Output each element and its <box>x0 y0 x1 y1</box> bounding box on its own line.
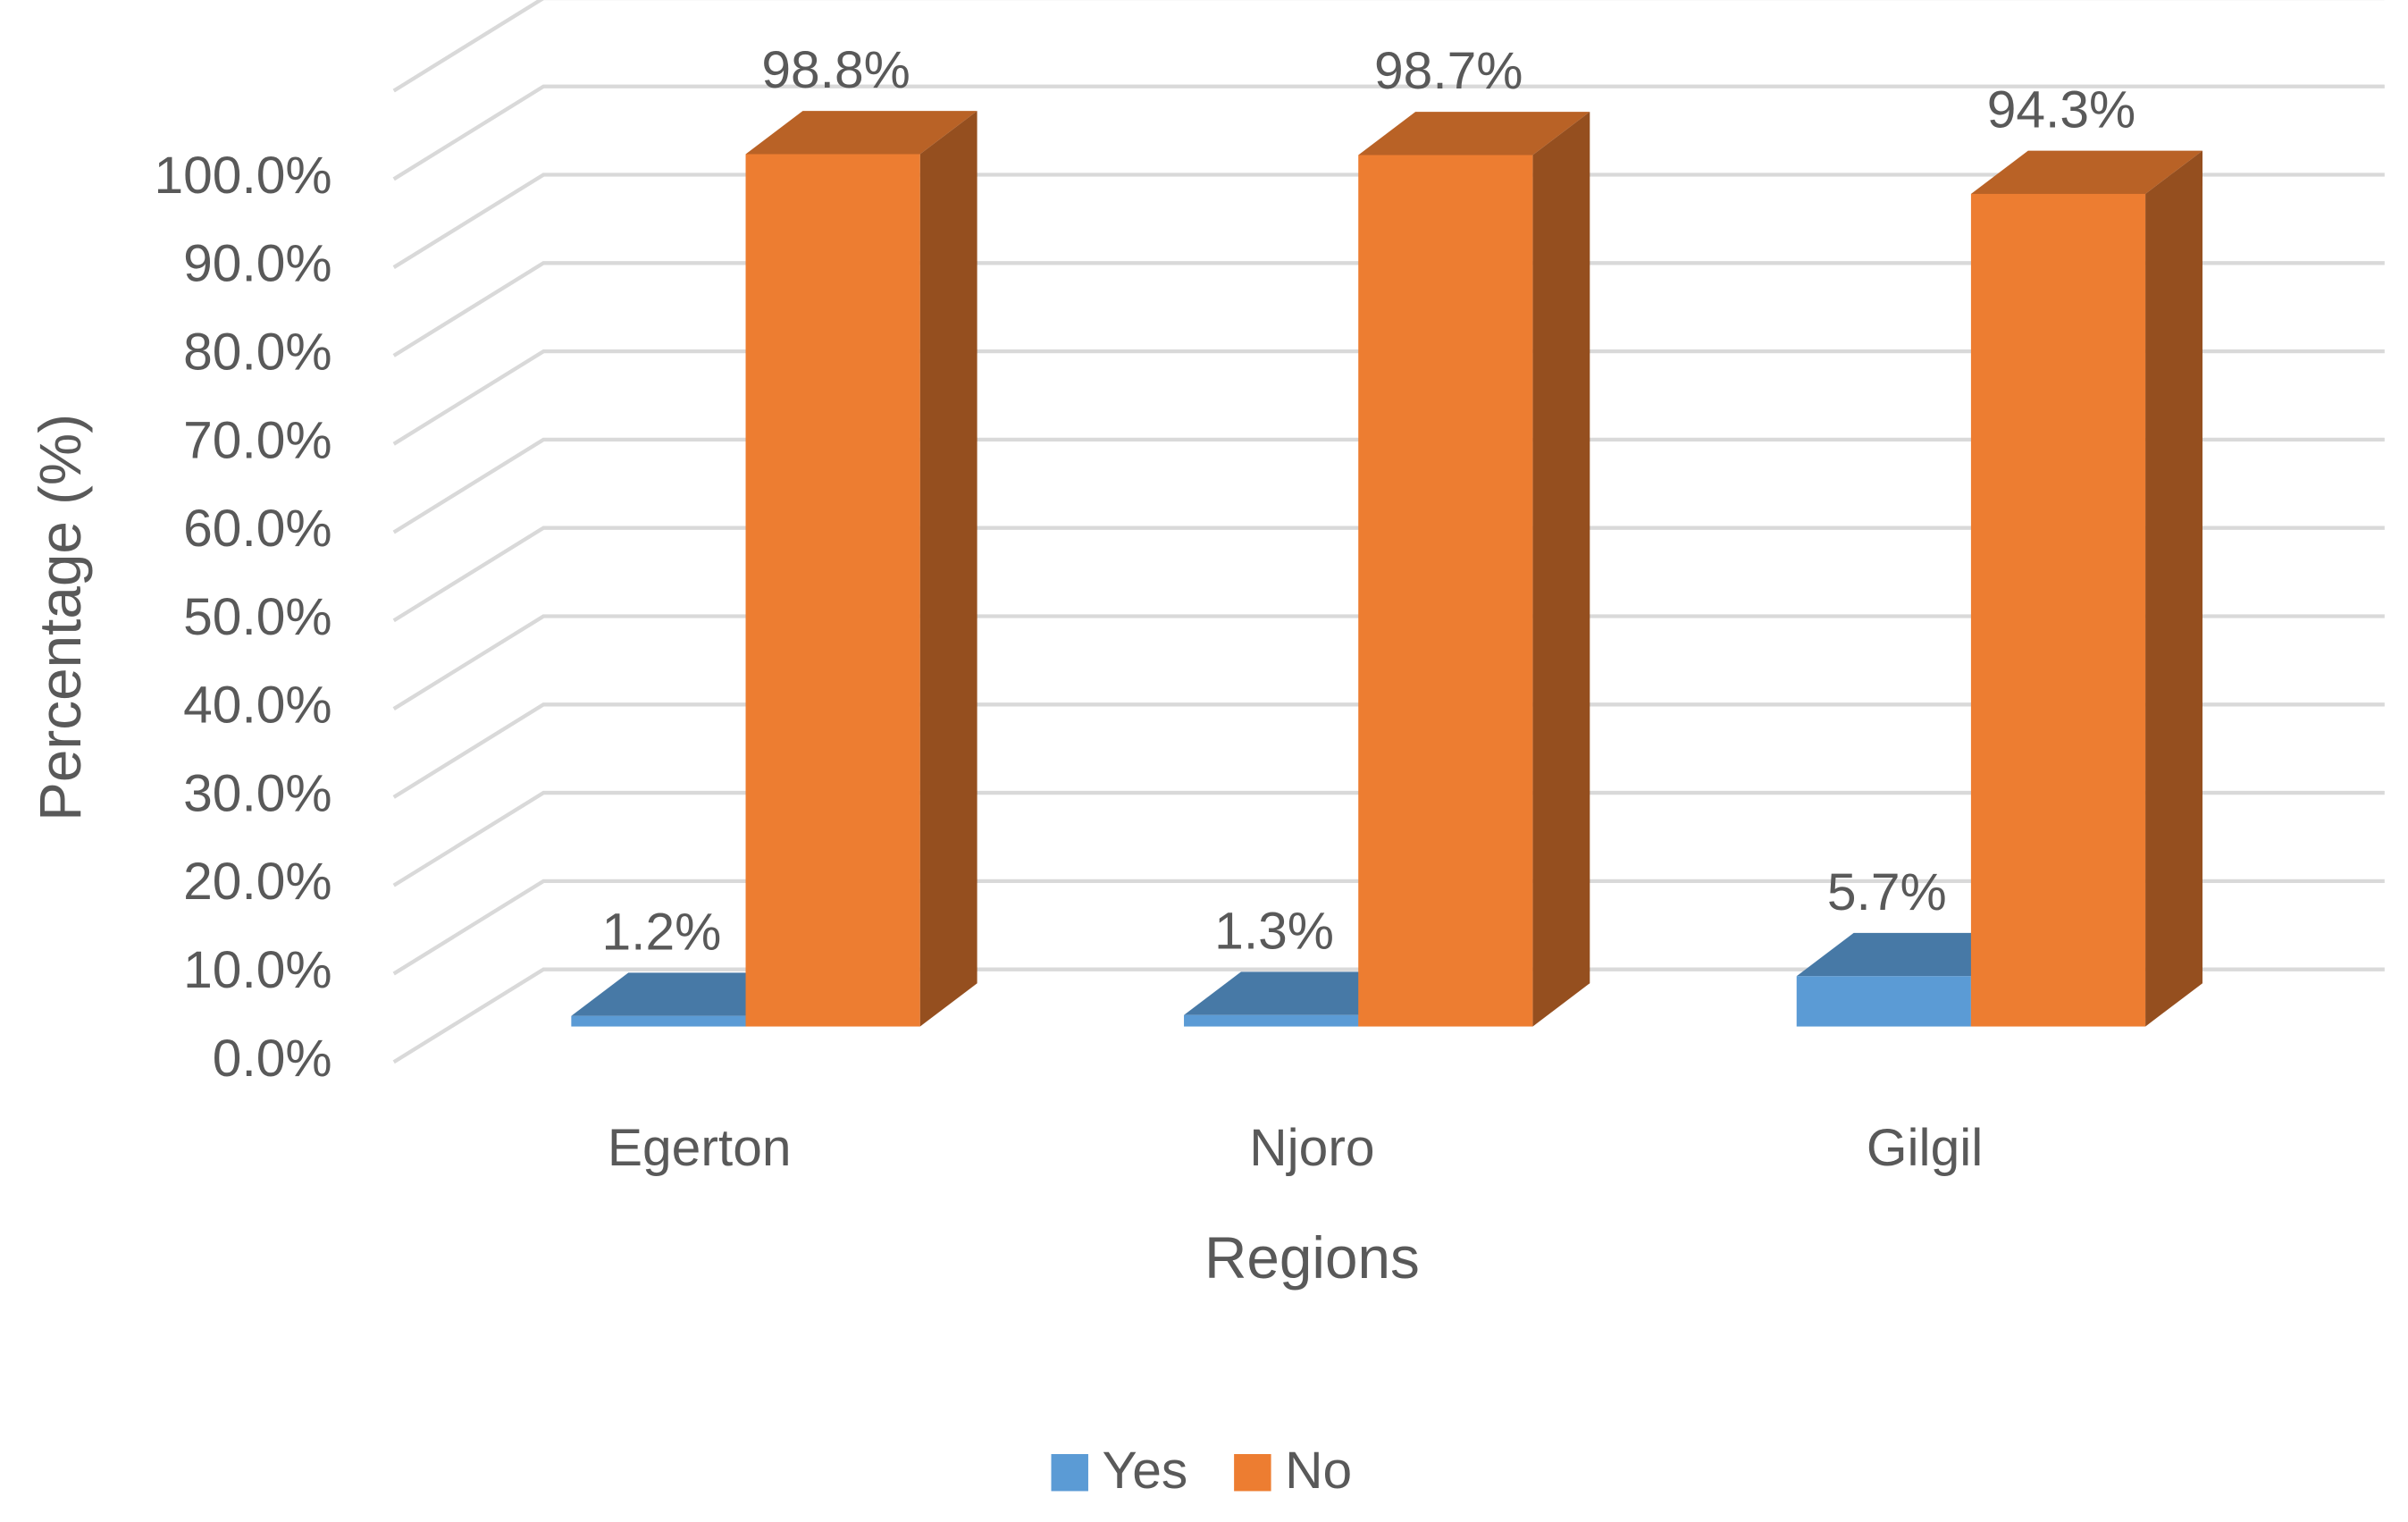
x-axis-title: Regions <box>1204 1225 1420 1291</box>
x-tick-label: Gilgil <box>1867 1119 1984 1177</box>
bar-top <box>1796 932 2028 977</box>
y-tick-label: 70.0% <box>183 411 332 469</box>
data-label: 98.8% <box>761 41 910 99</box>
bar-top <box>745 111 977 155</box>
data-label: 98.7% <box>1374 42 1523 100</box>
bar-top <box>1358 112 1590 156</box>
x-tick-label: Njoro <box>1249 1119 1374 1177</box>
data-label: 94.3% <box>1987 81 2136 139</box>
legend-swatch <box>1051 1454 1088 1492</box>
y-tick-label: 90.0% <box>183 235 332 293</box>
grid-line <box>392 702 2385 799</box>
grid-line <box>392 614 2385 711</box>
grid-line <box>392 437 2385 534</box>
data-label: 1.3% <box>1214 902 1334 960</box>
y-tick-label: 10.0% <box>183 941 332 999</box>
y-tick-label: 20.0% <box>183 853 332 911</box>
grid-line <box>392 967 2385 1064</box>
bar-side <box>2145 150 2202 1027</box>
bar <box>1184 1014 1359 1027</box>
y-tick-label: 50.0% <box>183 588 332 646</box>
y-tick-label: 0.0% <box>213 1030 332 1088</box>
grid-line <box>392 172 2385 269</box>
y-tick-label: 40.0% <box>183 677 332 735</box>
grid-line <box>392 790 2385 887</box>
grid-line <box>392 0 2385 93</box>
bar <box>571 1015 746 1027</box>
grid-line <box>392 261 2385 357</box>
bar-top <box>1184 971 1416 1015</box>
legend-swatch <box>1234 1454 1271 1492</box>
y-axis-title: Percentage (%) <box>28 414 93 821</box>
bar-top <box>1970 150 2202 194</box>
bar <box>1796 976 1971 1027</box>
grid-line <box>392 349 2385 446</box>
bar <box>1970 193 2146 1027</box>
grid-line <box>392 879 2385 976</box>
x-tick-label: Egerton <box>608 1119 792 1177</box>
legend-label: No <box>1285 1442 1352 1500</box>
grid-line <box>392 84 2385 181</box>
bar-side <box>1532 112 1590 1027</box>
y-tick-label: 100.0% <box>154 147 331 205</box>
bar-top <box>571 972 803 1016</box>
y-tick-label: 80.0% <box>183 323 332 381</box>
bar <box>1358 155 1533 1027</box>
legend-label: Yes <box>1103 1442 1188 1500</box>
y-tick-label: 60.0% <box>183 500 332 558</box>
bar-side <box>919 111 977 1027</box>
data-label: 1.2% <box>601 903 721 961</box>
grid-line <box>392 526 2385 623</box>
bar <box>745 154 920 1027</box>
data-label: 5.7% <box>1827 863 1947 921</box>
y-tick-label: 30.0% <box>183 764 332 822</box>
